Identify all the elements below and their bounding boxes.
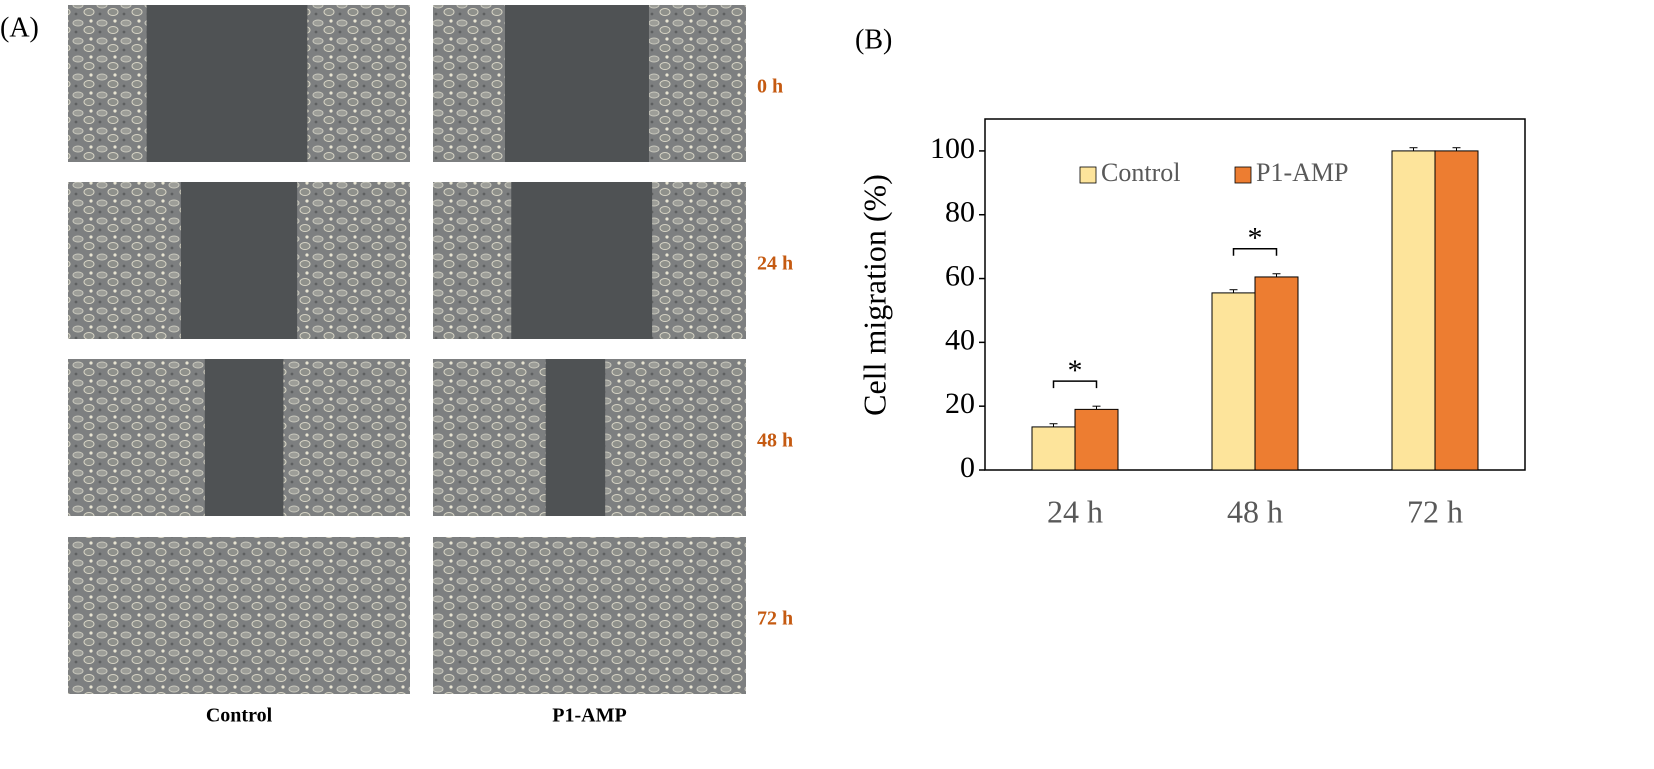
bar bbox=[1254, 276, 1299, 471]
micrograph bbox=[433, 537, 746, 694]
bar bbox=[1434, 150, 1479, 471]
row-label: 48 h bbox=[757, 430, 793, 452]
scratch-gap bbox=[180, 182, 298, 339]
bar bbox=[1031, 426, 1076, 471]
scratch-gap bbox=[146, 5, 308, 162]
scratch-gap bbox=[545, 359, 606, 516]
row-label: 0 h bbox=[757, 76, 783, 98]
error-bar bbox=[1452, 147, 1461, 151]
significance-mark: * bbox=[1248, 222, 1263, 255]
bar bbox=[1074, 408, 1119, 471]
error-bar bbox=[1049, 423, 1058, 427]
legend-label: Control bbox=[1101, 158, 1180, 187]
legend-label: P1-AMP bbox=[1256, 158, 1348, 187]
panel-label: (B) bbox=[855, 24, 892, 55]
y-tick-label: 40 bbox=[945, 323, 975, 356]
x-tick-label: 72 h bbox=[1407, 493, 1463, 529]
y-axis-label: Cell migration (%) bbox=[856, 174, 892, 416]
micrograph bbox=[68, 537, 410, 694]
scratch-gap bbox=[204, 359, 284, 516]
error-bar bbox=[1272, 273, 1281, 277]
error-bar bbox=[1409, 147, 1418, 151]
significance-bracket bbox=[1232, 248, 1278, 256]
error-bar bbox=[1092, 405, 1101, 410]
column-label: Control bbox=[206, 705, 273, 727]
row-label: 72 h bbox=[757, 608, 793, 630]
legend-swatch bbox=[1079, 166, 1097, 184]
y-tick-label: 100 bbox=[930, 132, 975, 165]
bar bbox=[1211, 292, 1256, 471]
bar bbox=[1391, 150, 1436, 471]
panel-label: (A) bbox=[0, 12, 39, 43]
x-tick-label: 48 h bbox=[1227, 493, 1283, 529]
error-bar bbox=[1229, 289, 1238, 293]
legend-swatch bbox=[1234, 166, 1252, 184]
significance-bracket bbox=[1052, 380, 1098, 389]
y-tick-label: 0 bbox=[960, 451, 975, 484]
column-label: P1-AMP bbox=[552, 705, 626, 727]
x-tick-label: 24 h bbox=[1047, 493, 1103, 529]
scratch-gap bbox=[511, 182, 653, 339]
y-tick-label: 80 bbox=[945, 196, 975, 229]
y-tick-label: 60 bbox=[945, 259, 975, 292]
row-label: 24 h bbox=[757, 253, 793, 275]
y-tick-label: 20 bbox=[945, 387, 975, 420]
scratch-gap bbox=[504, 5, 649, 162]
micrographs bbox=[68, 5, 746, 694]
significance-mark: * bbox=[1068, 354, 1083, 387]
